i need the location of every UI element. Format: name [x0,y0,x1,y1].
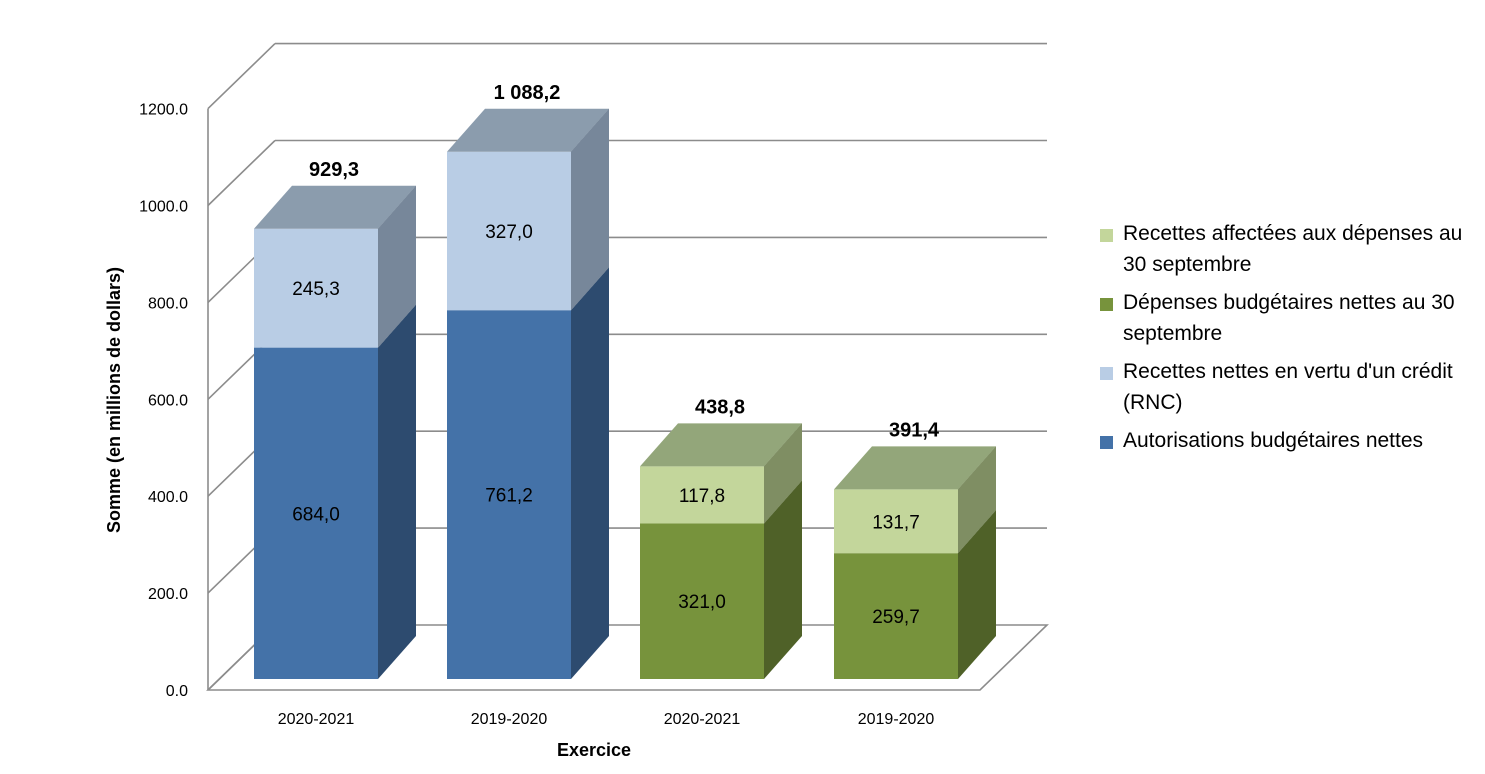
segment-value-label: 117,8 [679,486,725,507]
legend-label: Recettes nettes en vertu d'un crédit (RN… [1123,360,1453,414]
bar-top-face [447,108,609,152]
legend-label: Dépenses budgétaires nettes au 30 septem… [1123,291,1455,345]
bar-segment-side [571,267,609,679]
y-tick-label: 0.0 [166,683,188,700]
x-tick-label: 2020-2021 [278,711,355,728]
x-tick-label: 2019-2020 [858,711,935,728]
bar-segment [640,466,764,524]
legend-label: Autorisations budgétaires nettes [1123,429,1424,452]
y-tick-label: 400.0 [148,489,188,506]
segment-value-label: 245,3 [292,279,340,300]
x-axis-title: Exercice [557,740,631,760]
legend-item: Dépenses budgétaires nettes au 30 septem… [1100,287,1480,349]
legend-label: Recettes affectées aux dépenses au 30 se… [1123,222,1463,276]
bar-segment-side [958,446,996,554]
bar-segment-side [958,510,996,679]
bar-top-face [640,423,802,467]
legend-swatch [1100,298,1113,311]
bar-total-label: 391,4 [889,419,940,441]
x-tick-label: 2020-2021 [664,711,741,728]
bar-segment-side [764,480,802,679]
bar-stack: 321,0 117,8 438,8 [640,396,802,679]
gridline-diagonal [207,139,276,207]
y-tick-label: 800.0 [148,295,188,312]
bar-segment-side [378,185,416,348]
segment-value-label: 327,0 [485,222,533,243]
bar-top-face [254,185,416,229]
y-axis-title: Somme (en millions de dollars) [104,267,124,533]
gridline-diagonal [207,43,276,110]
segment-value-label: 131,7 [872,512,920,533]
chart-legend: Recettes affectées aux dépenses au 30 se… [1100,218,1480,463]
bar-total-label: 438,8 [695,396,745,418]
bar-stack: 684,0 245,3 929,3 [254,159,416,679]
bar-segment [640,523,764,679]
bar-segment [254,347,378,679]
legend-item: Autorisations budgétaires nettes [1100,425,1480,456]
bar-segment-side [571,108,609,311]
bar-segment [834,489,958,554]
bar-stack: 761,2 327,0 1 088,2 [447,82,609,679]
legend-swatch [1100,229,1113,242]
x-axis-ticks: 2020-2021 2019-2020 2020-2021 2019-2020 [278,711,935,728]
segment-value-label: 259,7 [872,607,920,628]
segment-value-label: 684,0 [292,504,340,525]
y-tick-label: 200.0 [148,586,188,603]
bar-top-face [834,446,996,490]
bar-stack: 259,7 131,7 391,4 [834,419,996,679]
y-tick-label: 1000.0 [139,199,188,216]
legend-item: Recettes affectées aux dépenses au 30 se… [1100,218,1480,280]
y-axis-ticks: 0.0 200.0 400.0 600.0 800.0 1000.0 1200.0 [139,102,188,700]
bar-segment-side [378,304,416,679]
bar-segment [834,553,958,679]
x-tick-label: 2019-2020 [471,711,548,728]
segment-value-label: 321,0 [678,592,726,613]
legend-item: Recettes nettes en vertu d'un crédit (RN… [1100,356,1480,418]
bar-total-label: 929,3 [309,159,359,181]
legend-swatch [1100,436,1113,449]
chart-floor [206,624,1049,691]
chart-bars: 684,0 245,3 929,3 761,2 327,0 1 088,2 321,0 117… [254,82,996,679]
bar-segment-side [764,423,802,524]
bar-segment [447,310,571,679]
segment-value-label: 761,2 [485,486,533,507]
y-tick-label: 600.0 [148,392,188,409]
y-tick-label: 1200.0 [139,102,188,119]
bar-segment [447,151,571,311]
legend-swatch [1100,367,1113,380]
bar-segment [254,228,378,348]
bar-total-label: 1 088,2 [494,82,561,104]
